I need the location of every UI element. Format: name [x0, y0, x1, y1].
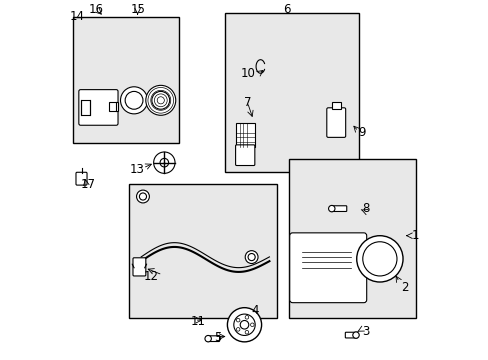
Circle shape — [227, 308, 261, 342]
Bar — [109, 102, 118, 111]
Text: 14: 14 — [70, 10, 85, 23]
FancyBboxPatch shape — [235, 123, 255, 147]
Bar — [81, 100, 89, 114]
Text: 17: 17 — [80, 177, 95, 190]
Bar — [73, 17, 178, 143]
Circle shape — [352, 332, 359, 338]
Circle shape — [247, 253, 255, 261]
Circle shape — [236, 328, 240, 331]
Bar — [128, 184, 276, 318]
FancyBboxPatch shape — [330, 206, 346, 211]
Circle shape — [244, 330, 248, 334]
Text: 15: 15 — [130, 3, 145, 16]
FancyBboxPatch shape — [207, 336, 219, 342]
FancyBboxPatch shape — [289, 233, 366, 303]
Circle shape — [136, 190, 149, 203]
Text: 6: 6 — [283, 3, 290, 16]
Bar — [288, 159, 415, 318]
Text: 13: 13 — [130, 163, 144, 176]
FancyBboxPatch shape — [133, 258, 145, 276]
Circle shape — [244, 315, 248, 319]
Text: 11: 11 — [190, 315, 205, 328]
Circle shape — [145, 85, 175, 115]
Bar — [224, 13, 358, 172]
Text: 10: 10 — [240, 67, 255, 80]
FancyBboxPatch shape — [345, 332, 357, 338]
Circle shape — [362, 242, 396, 276]
Circle shape — [356, 236, 402, 282]
Text: 16: 16 — [89, 3, 104, 16]
Circle shape — [233, 314, 255, 336]
Text: 5: 5 — [214, 331, 221, 344]
Circle shape — [328, 206, 334, 212]
FancyBboxPatch shape — [235, 145, 254, 166]
Circle shape — [125, 91, 142, 109]
Circle shape — [152, 91, 169, 109]
FancyBboxPatch shape — [326, 108, 345, 138]
Circle shape — [244, 251, 258, 264]
Circle shape — [250, 323, 254, 327]
Bar — [331, 102, 340, 109]
Circle shape — [204, 336, 211, 342]
Text: 1: 1 — [410, 229, 418, 242]
FancyBboxPatch shape — [76, 172, 87, 185]
Circle shape — [240, 320, 248, 329]
Text: 8: 8 — [361, 202, 369, 216]
Circle shape — [153, 152, 175, 174]
Text: 12: 12 — [143, 270, 159, 283]
Text: 2: 2 — [401, 281, 408, 294]
Circle shape — [236, 318, 240, 322]
Text: 7: 7 — [244, 96, 251, 109]
Circle shape — [160, 158, 168, 167]
Text: 9: 9 — [358, 126, 365, 139]
Text: 3: 3 — [361, 325, 369, 338]
Text: 4: 4 — [251, 304, 259, 317]
Circle shape — [139, 193, 146, 200]
FancyBboxPatch shape — [79, 90, 118, 125]
Circle shape — [120, 87, 147, 114]
